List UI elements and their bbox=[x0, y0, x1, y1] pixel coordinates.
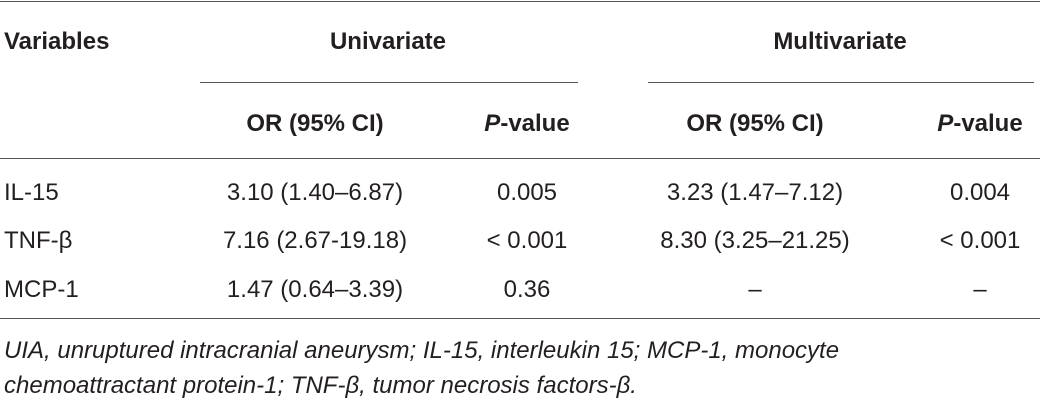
header-text: -value bbox=[500, 110, 570, 137]
cell: – bbox=[973, 276, 987, 303]
column-header: P-value bbox=[937, 110, 1022, 138]
header-text: -value bbox=[953, 110, 1023, 137]
row-label: MCP-1 bbox=[4, 276, 79, 303]
cell: 3.10 (1.40–6.87) bbox=[226, 179, 404, 206]
cell: 1.47 (0.64–3.39) bbox=[226, 276, 404, 303]
header-text: OR (95% CI) bbox=[686, 110, 824, 137]
column-header: OR (95% CI) bbox=[246, 110, 383, 138]
cell: 0.36 bbox=[503, 276, 551, 303]
group-rule bbox=[648, 82, 1034, 83]
column-header: P-value bbox=[484, 110, 569, 138]
italic-part: P bbox=[484, 110, 501, 137]
footnote: chemoattractant protein-1; TNF-β, tumor … bbox=[4, 372, 637, 399]
cell: 0.004 bbox=[949, 179, 1011, 206]
top-rule bbox=[0, 1, 1040, 2]
cell: < 0.001 bbox=[486, 227, 568, 254]
group-header: Multivariate bbox=[773, 28, 907, 55]
group-rule bbox=[200, 82, 578, 83]
header-rule bbox=[0, 158, 1040, 159]
cell: 7.16 (2.67-19.18) bbox=[222, 227, 408, 254]
column-header: OR (95% CI) bbox=[686, 110, 823, 138]
header-text: OR (95% CI) bbox=[246, 110, 384, 137]
row-label: TNF-β bbox=[4, 227, 73, 254]
cell: < 0.001 bbox=[939, 227, 1021, 254]
cell: 8.30 (3.25–21.25) bbox=[660, 227, 850, 254]
italic-part: P bbox=[937, 110, 954, 137]
footnote: UIA, unruptured intracranial aneurysm; I… bbox=[4, 337, 840, 364]
cell: 0.005 bbox=[496, 179, 558, 206]
bottom-rule bbox=[0, 318, 1040, 319]
row-label: IL-15 bbox=[4, 179, 59, 206]
column-header: Variables bbox=[4, 28, 110, 55]
group-header: Univariate bbox=[329, 28, 447, 55]
cell: 3.23 (1.47–7.12) bbox=[666, 179, 844, 206]
cell: – bbox=[748, 276, 762, 303]
